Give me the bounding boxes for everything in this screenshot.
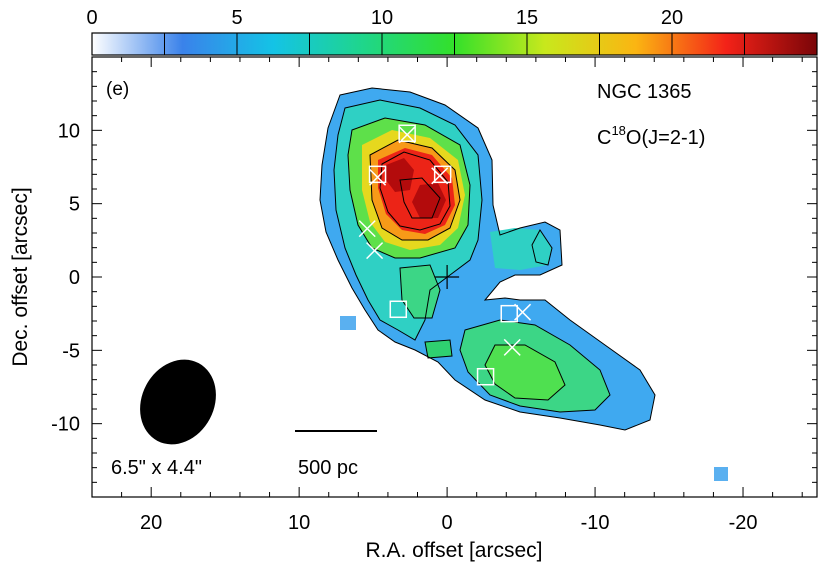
- scalebar-label: 500 pc: [298, 457, 358, 479]
- marker-cross: [514, 303, 532, 321]
- emission-peak-north: [386, 158, 414, 192]
- contour-bridge: [531, 229, 553, 266]
- beam-label: 6.5" x 4.4": [111, 457, 202, 479]
- contour-spur: [399, 264, 441, 319]
- marker-square: [500, 304, 518, 323]
- marker-square: [433, 165, 452, 184]
- x-tick-label: 10: [288, 512, 310, 534]
- contour-level-6: [399, 177, 441, 219]
- line-label: C18O(J=2-1): [597, 123, 705, 149]
- colorbar-tick-label: 20: [661, 7, 683, 29]
- x-axis-title: R.A. offset [arcsec]: [365, 539, 542, 562]
- emission-peak-east: [412, 183, 446, 218]
- line-label-sup: 18: [611, 123, 625, 138]
- contour-level-2: [333, 99, 483, 341]
- marker-square: [476, 367, 495, 386]
- y-axis-title: Dec. offset [arcsec]: [9, 187, 32, 366]
- contour-level-5: [379, 151, 451, 231]
- colorbar: 0 5 10 15 20: [86, 7, 818, 56]
- y-tick-label: 0: [69, 267, 80, 289]
- marker-cross: [358, 220, 376, 238]
- emission-green-knot: [425, 340, 452, 358]
- galaxy-label: NGC 1365: [597, 81, 692, 103]
- contour-level-4: [369, 139, 461, 241]
- x-tick-label: -10: [581, 512, 610, 534]
- line-label-rest: O(J=2-1): [626, 127, 705, 149]
- marker-square: [368, 165, 387, 184]
- map-panel: 20 10 0 -10 -20 10 5 0 -5 -10 (e) NGC 1365 C18O(…: [9, 56, 818, 562]
- marker-square: [398, 124, 416, 143]
- colorbar-tick-label: 15: [516, 7, 538, 29]
- source-markers: [358, 124, 532, 386]
- marker-cross: [366, 242, 384, 260]
- beam-ellipse: [140, 359, 216, 445]
- contour-level-2-south: [459, 319, 611, 413]
- y-tick-label: -10: [51, 414, 80, 436]
- contours: [319, 87, 656, 431]
- x-tick-label: 20: [140, 512, 162, 534]
- emission-south-core: [485, 345, 565, 400]
- colorbar-tick-label: 5: [231, 7, 242, 29]
- marker-cross: [431, 167, 449, 185]
- contour-level-3: [347, 117, 471, 259]
- x-tick-label: -20: [729, 512, 758, 534]
- y-tick-label: 5: [69, 194, 80, 216]
- center-marker: [435, 265, 460, 289]
- colorbar-ticks: 0 5 10 15 20: [86, 7, 745, 55]
- line-label-base: C: [597, 127, 611, 149]
- panel-label: (e): [106, 79, 129, 100]
- y-tick-label: 10: [58, 120, 80, 142]
- contour-knot: [424, 339, 453, 359]
- marker-square: [389, 300, 408, 319]
- contour-level-3-south: [484, 344, 566, 401]
- emission-arm-spur: [400, 265, 440, 318]
- emission-bridge: [490, 228, 552, 270]
- x-tick-label: 0: [442, 512, 453, 534]
- emission-isolated-clump-1: [340, 316, 356, 330]
- colorbar-tick-label: 10: [371, 7, 393, 29]
- x-axis-ticks: 20 10 0 -10 -20: [91, 57, 803, 534]
- marker-cross: [369, 168, 387, 186]
- marker-cross: [503, 338, 521, 356]
- colorbar-tick-label: 0: [86, 7, 97, 29]
- y-axis-ticks: 10 5 0 -5 -10: [51, 56, 817, 498]
- contour-level-1: [319, 87, 656, 431]
- y-tick-label: -5: [62, 340, 80, 362]
- emission-isolated-clump-2: [714, 467, 728, 481]
- marker-cross: [398, 126, 416, 144]
